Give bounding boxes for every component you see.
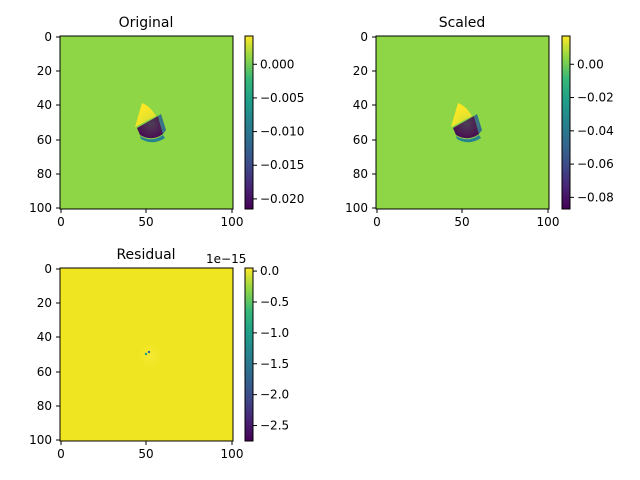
colorbar-tick-label: −0.08: [577, 190, 614, 204]
colorbar-offset-label: 1e−15: [206, 252, 246, 266]
x-tick-label: 50: [138, 215, 153, 229]
colorbar-tick-label: −0.020: [260, 192, 304, 206]
heatmap-faint-feature: [138, 344, 162, 368]
colorbar-tick-label: −1.5: [260, 357, 289, 371]
x-axis: 0 50 100: [373, 209, 559, 229]
colorbar: 0.000 −0.005 −0.010 −0.015 −0.020: [244, 35, 304, 210]
heatmap-halo: [449, 106, 485, 142]
colorbar-tick-label: −0.5: [260, 295, 289, 309]
colorbar-gradient: [245, 36, 253, 209]
y-tick-label: 60: [37, 365, 52, 379]
colorbar-gradient: [562, 36, 570, 209]
heatmap-image: [375, 35, 550, 210]
x-tick-label: 50: [138, 447, 153, 461]
y-tick-label: 0: [360, 30, 368, 44]
y-tick-label: 40: [37, 330, 52, 344]
x-tick-label: 100: [221, 447, 244, 461]
y-tick-label: 20: [353, 64, 368, 78]
colorbar-tick-label: −2.5: [260, 419, 289, 433]
colorbar-tick-label: −1.0: [260, 326, 289, 340]
panel-title: Residual: [116, 247, 175, 263]
y-axis: 0 20 40 60 80 100: [29, 30, 60, 215]
y-tick-label: 20: [37, 296, 52, 310]
colorbar: 0.00 −0.02 −0.04 −0.06 −0.08: [561, 35, 614, 210]
colorbar-tick-label: −2.0: [260, 388, 289, 402]
heatmap-residual-spike: [147, 350, 151, 354]
colorbar-tick-label: 0.00: [577, 57, 604, 71]
y-tick-label: 100: [345, 201, 368, 215]
colorbar-tick-label: −0.06: [577, 157, 614, 171]
x-axis: 0 50 100: [57, 209, 243, 229]
colorbar-tick-label: −0.015: [260, 158, 304, 172]
colorbar-tick-label: −0.02: [577, 91, 614, 105]
colorbar-frame: [561, 35, 571, 210]
heatmap-halo: [133, 106, 169, 142]
x-tick-label: 0: [373, 215, 381, 229]
colorbar-tick-label: 0.000: [260, 57, 294, 71]
heatmap-image: [59, 35, 234, 210]
colorbar-frame: [244, 267, 254, 442]
colorbar-tick-label: −0.005: [260, 91, 304, 105]
colorbar-tick-label: 0.0: [260, 264, 279, 278]
y-axis: 0 20 40 60 80 100: [345, 30, 376, 215]
y-tick-label: 40: [37, 98, 52, 112]
colorbar-tick-label: −0.010: [260, 125, 304, 139]
colorbar-gradient: [245, 268, 253, 441]
y-tick-label: 80: [353, 167, 368, 181]
y-tick-label: 60: [353, 133, 368, 147]
x-tick-label: 100: [221, 215, 244, 229]
y-tick-label: 80: [37, 167, 52, 181]
y-tick-label: 60: [37, 133, 52, 147]
panel-residual: Residual 0 50 100 0 20 40 60: [29, 247, 289, 461]
y-tick-label: 80: [37, 399, 52, 413]
x-tick-label: 0: [57, 215, 65, 229]
heatmap-residual-spike: [144, 352, 148, 356]
y-tick-label: 100: [29, 201, 52, 215]
y-tick-label: 0: [44, 30, 52, 44]
panel-title: Scaled: [439, 15, 486, 31]
x-tick-label: 0: [57, 447, 65, 461]
y-tick-label: 0: [44, 262, 52, 276]
panel-original: Original 0 50 100 0 20: [29, 15, 304, 229]
colorbar-tick-label: −0.04: [577, 124, 614, 138]
heatmap-image: [59, 267, 234, 442]
y-axis: 0 20 40 60 80 100: [29, 262, 60, 447]
panel-title: Original: [119, 15, 174, 31]
x-axis: 0 50 100: [57, 441, 243, 461]
x-tick-label: 100: [537, 215, 560, 229]
colorbar: 0.0 −0.5 −1.0 −1.5 −2.0 −2.5: [244, 264, 289, 442]
panel-scaled: Scaled 0 50 100 0 20 40: [345, 15, 614, 229]
y-tick-label: 40: [353, 98, 368, 112]
y-tick-label: 100: [29, 433, 52, 447]
x-tick-label: 50: [454, 215, 469, 229]
colorbar-frame: [244, 35, 254, 210]
y-tick-label: 20: [37, 64, 52, 78]
